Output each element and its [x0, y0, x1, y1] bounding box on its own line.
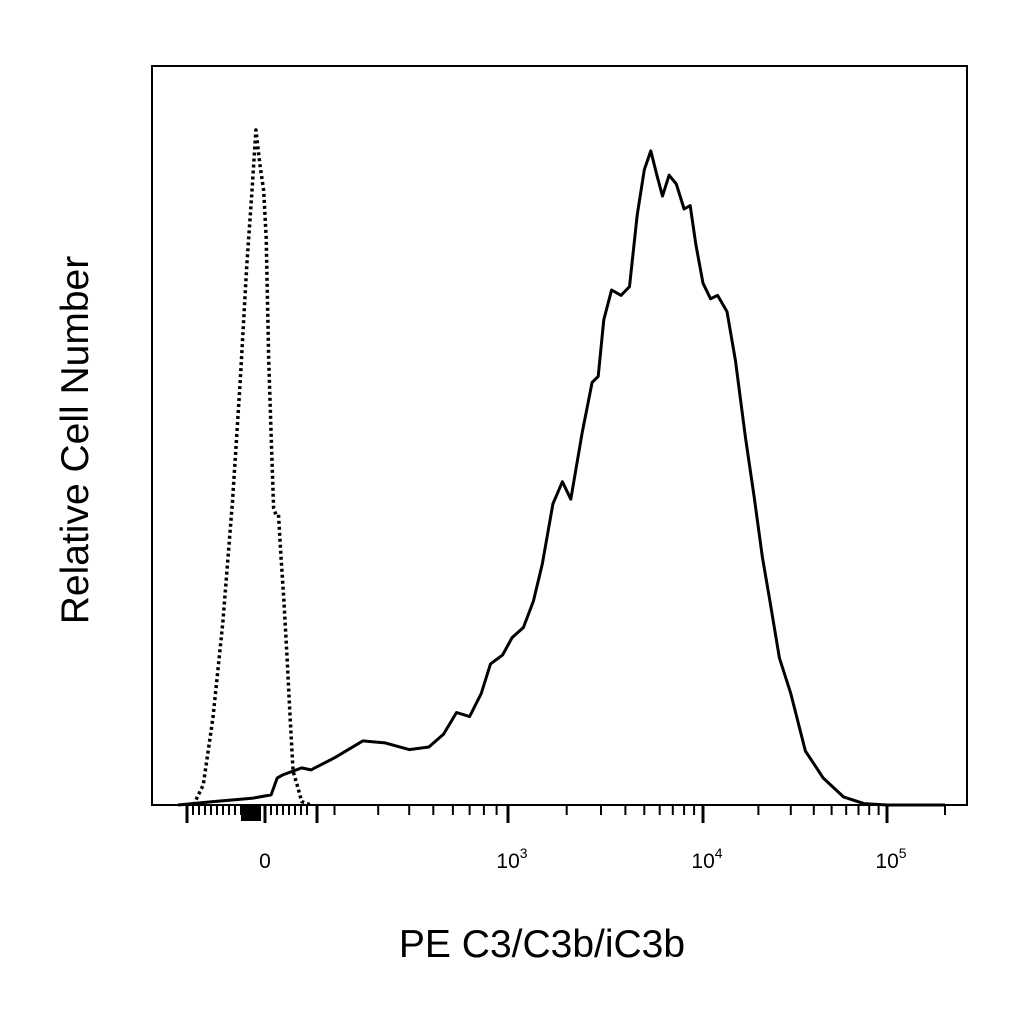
series-control-dotted-line	[191, 128, 312, 807]
x-dense-tick-block	[241, 805, 261, 821]
series-layer	[177, 128, 945, 807]
x-tick-label: 104	[691, 845, 722, 873]
x-tick-label: 105	[875, 845, 906, 873]
x-tick-label: 0	[259, 850, 271, 873]
minor-ticks	[192, 805, 946, 821]
y-axis-title: Relative Cell Number	[54, 256, 97, 624]
major-ticks	[185, 805, 889, 823]
series-stained-solid-line	[177, 149, 945, 807]
x-axis-title: PE C3/C3b/iC3b	[399, 923, 685, 966]
x-tick-label: 103	[496, 845, 527, 873]
tick-labels: 0 103 104 105	[259, 845, 907, 873]
plot-frame	[151, 65, 968, 806]
